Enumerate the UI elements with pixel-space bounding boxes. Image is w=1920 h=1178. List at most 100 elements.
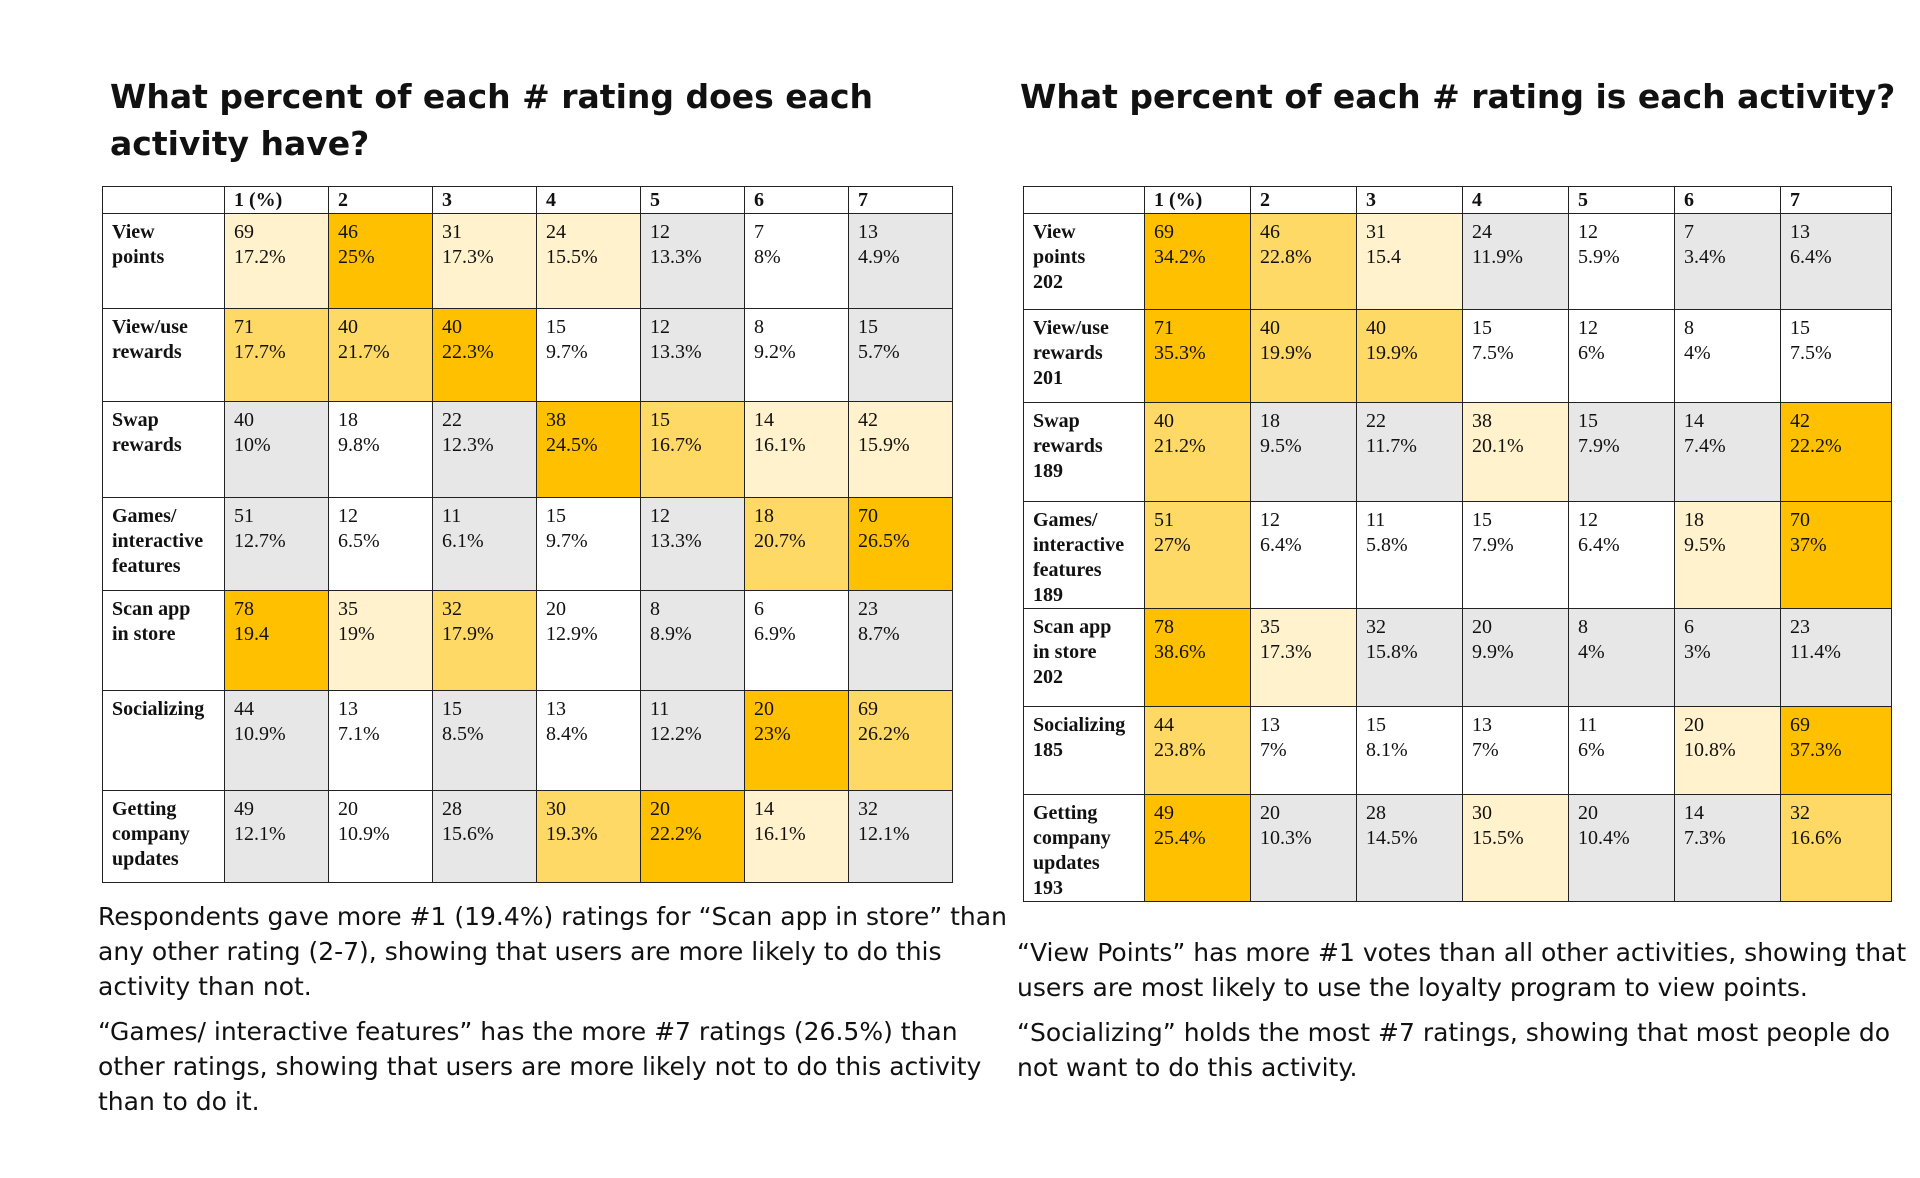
data-cell: 70 37% — [1780, 501, 1892, 609]
row-label-line: rewards — [1033, 435, 1103, 457]
cell-count: 11 — [650, 698, 670, 720]
cell-count: 8 — [754, 316, 764, 338]
cell-percent: 24.5% — [546, 434, 598, 456]
row-label: View/use rewards — [102, 308, 225, 402]
row-label: Swap rewards 189 — [1023, 402, 1145, 502]
cell-count: 78 — [234, 598, 254, 620]
cell-count: 11 — [1366, 509, 1386, 531]
cell-percent: 10.8% — [1684, 739, 1736, 761]
cell-count: 40 — [338, 316, 358, 338]
row-label-line: View — [112, 221, 155, 243]
cell-count: 49 — [1154, 802, 1174, 824]
cell-percent: 7.9% — [1578, 435, 1620, 457]
note-paragraph: “Socializing” holds the most #7 ratings,… — [1017, 1015, 1917, 1085]
cell-percent: 10% — [234, 434, 271, 456]
corner-header — [102, 186, 225, 214]
cell-count: 35 — [338, 598, 358, 620]
data-cell: 30 19.3% — [536, 790, 641, 883]
row-label-line: Getting — [1033, 802, 1098, 824]
cell-count: 15 — [546, 316, 566, 338]
cell-percent: 23.8% — [1154, 739, 1206, 761]
cell-percent: 6.4% — [1578, 534, 1620, 556]
data-cell: 40 22.3% — [432, 308, 537, 402]
cell-count: 15 — [650, 409, 670, 431]
cell-percent: 23% — [754, 723, 791, 745]
cell-percent: 7.5% — [1790, 342, 1832, 364]
left-title: What percent of each # rating does each … — [110, 73, 873, 167]
cell-count: 11 — [1578, 714, 1598, 736]
data-cell: 20 12.9% — [536, 590, 641, 691]
cell-count: 30 — [1472, 802, 1492, 824]
cell-percent: 12.2% — [650, 723, 702, 745]
row-label: Games/interactive features 189 — [1023, 501, 1145, 609]
cell-percent: 10.3% — [1260, 827, 1312, 849]
cell-percent: 21.2% — [1154, 435, 1206, 457]
cell-count: 35 — [1260, 616, 1280, 638]
data-cell: 13 6.4% — [1780, 213, 1892, 310]
note-line: not want to do this activity. — [1017, 1053, 1358, 1082]
data-cell: 20 10.3% — [1250, 794, 1357, 902]
cell-percent: 16.1% — [754, 823, 806, 845]
row-label: Getting company updates — [102, 790, 225, 883]
cell-percent: 14.5% — [1366, 827, 1418, 849]
cell-percent: 25.4% — [1154, 827, 1206, 849]
cell-percent: 6% — [1578, 342, 1605, 364]
data-cell: 20 23% — [744, 690, 849, 791]
cell-percent: 3.4% — [1684, 246, 1726, 268]
cell-percent: 8.9% — [650, 623, 692, 645]
cell-percent: 16.1% — [754, 434, 806, 456]
note-line: Respondents gave more #1 (19.4%) ratings… — [98, 902, 1007, 931]
row-label-line: 189 — [1033, 584, 1063, 606]
row-label-line: 202 — [1033, 271, 1063, 293]
data-cell: 40 21.2% — [1144, 402, 1251, 502]
header-row: 1 (%) 2 3 4 5 6 7 — [102, 186, 953, 214]
cell-count: 7 — [754, 221, 764, 243]
data-cell: 7 3.4% — [1674, 213, 1781, 310]
cell-percent: 5.8% — [1366, 534, 1408, 556]
cell-count: 15 — [546, 505, 566, 527]
row-label-line: Games/ — [112, 505, 177, 527]
data-cell: 78 38.6% — [1144, 608, 1251, 707]
header-row: 1 (%) 2 3 4 5 6 7 — [1023, 186, 1892, 214]
cell-count: 12 — [650, 221, 670, 243]
cell-count: 24 — [546, 221, 566, 243]
data-cell: 11 6% — [1568, 706, 1675, 795]
cell-percent: 8.4% — [546, 723, 588, 745]
cell-percent: 19.9% — [1366, 342, 1418, 364]
data-cell: 18 9.5% — [1250, 402, 1357, 502]
cell-percent: 7.9% — [1472, 534, 1514, 556]
cell-percent: 16.6% — [1790, 827, 1842, 849]
cell-percent: 6.9% — [754, 623, 796, 645]
cell-count: 12 — [1578, 221, 1598, 243]
cell-count: 22 — [442, 409, 462, 431]
data-cell: 15 7.9% — [1568, 402, 1675, 502]
cell-percent: 9.5% — [1260, 435, 1302, 457]
row-label-line: rewards — [112, 341, 182, 363]
cell-percent: 6% — [1578, 739, 1605, 761]
cell-count: 30 — [546, 798, 566, 820]
data-cell: 15 9.7% — [536, 497, 641, 591]
column-header: 1 (%) — [224, 186, 329, 214]
cell-percent: 21.7% — [338, 341, 390, 363]
cell-count: 18 — [1260, 410, 1280, 432]
cell-count: 20 — [1260, 802, 1280, 824]
data-cell: 40 21.7% — [328, 308, 433, 402]
cell-count: 12 — [650, 316, 670, 338]
data-cell: 13 7.1% — [328, 690, 433, 791]
table-row: View/use rewards 71 17.7% 40 21.7% 40 22.3% 15 9.… — [102, 308, 953, 402]
row-label-line: View/use — [1033, 317, 1109, 339]
cell-count: 20 — [650, 798, 670, 820]
note-line: users are most likely to use the loyalty… — [1017, 973, 1808, 1002]
note-line: “Socializing” holds the most #7 ratings,… — [1017, 1018, 1891, 1047]
cell-count: 40 — [234, 409, 254, 431]
data-cell: 42 22.2% — [1780, 402, 1892, 502]
cell-count: 20 — [1472, 616, 1492, 638]
cell-percent: 12.1% — [234, 823, 286, 845]
data-cell: 13 7% — [1462, 706, 1569, 795]
row-label-line: interactive — [1033, 534, 1125, 556]
data-cell: 51 27% — [1144, 501, 1251, 609]
cell-percent: 7% — [1260, 739, 1287, 761]
cell-percent: 15.4 — [1366, 246, 1401, 268]
data-cell: 32 15.8% — [1356, 608, 1463, 707]
row-label: Swap rewards — [102, 401, 225, 498]
